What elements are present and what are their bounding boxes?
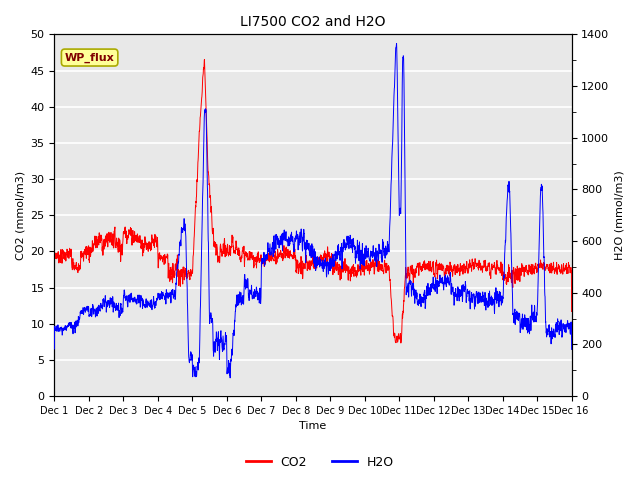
Y-axis label: CO2 (mmol/m3): CO2 (mmol/m3) xyxy=(15,171,25,260)
X-axis label: Time: Time xyxy=(300,421,326,432)
Legend: CO2, H2O: CO2, H2O xyxy=(241,451,399,474)
Text: WP_flux: WP_flux xyxy=(65,52,115,63)
Y-axis label: H2O (mmol/m3): H2O (mmol/m3) xyxy=(615,170,625,260)
Title: LI7500 CO2 and H2O: LI7500 CO2 and H2O xyxy=(240,15,386,29)
